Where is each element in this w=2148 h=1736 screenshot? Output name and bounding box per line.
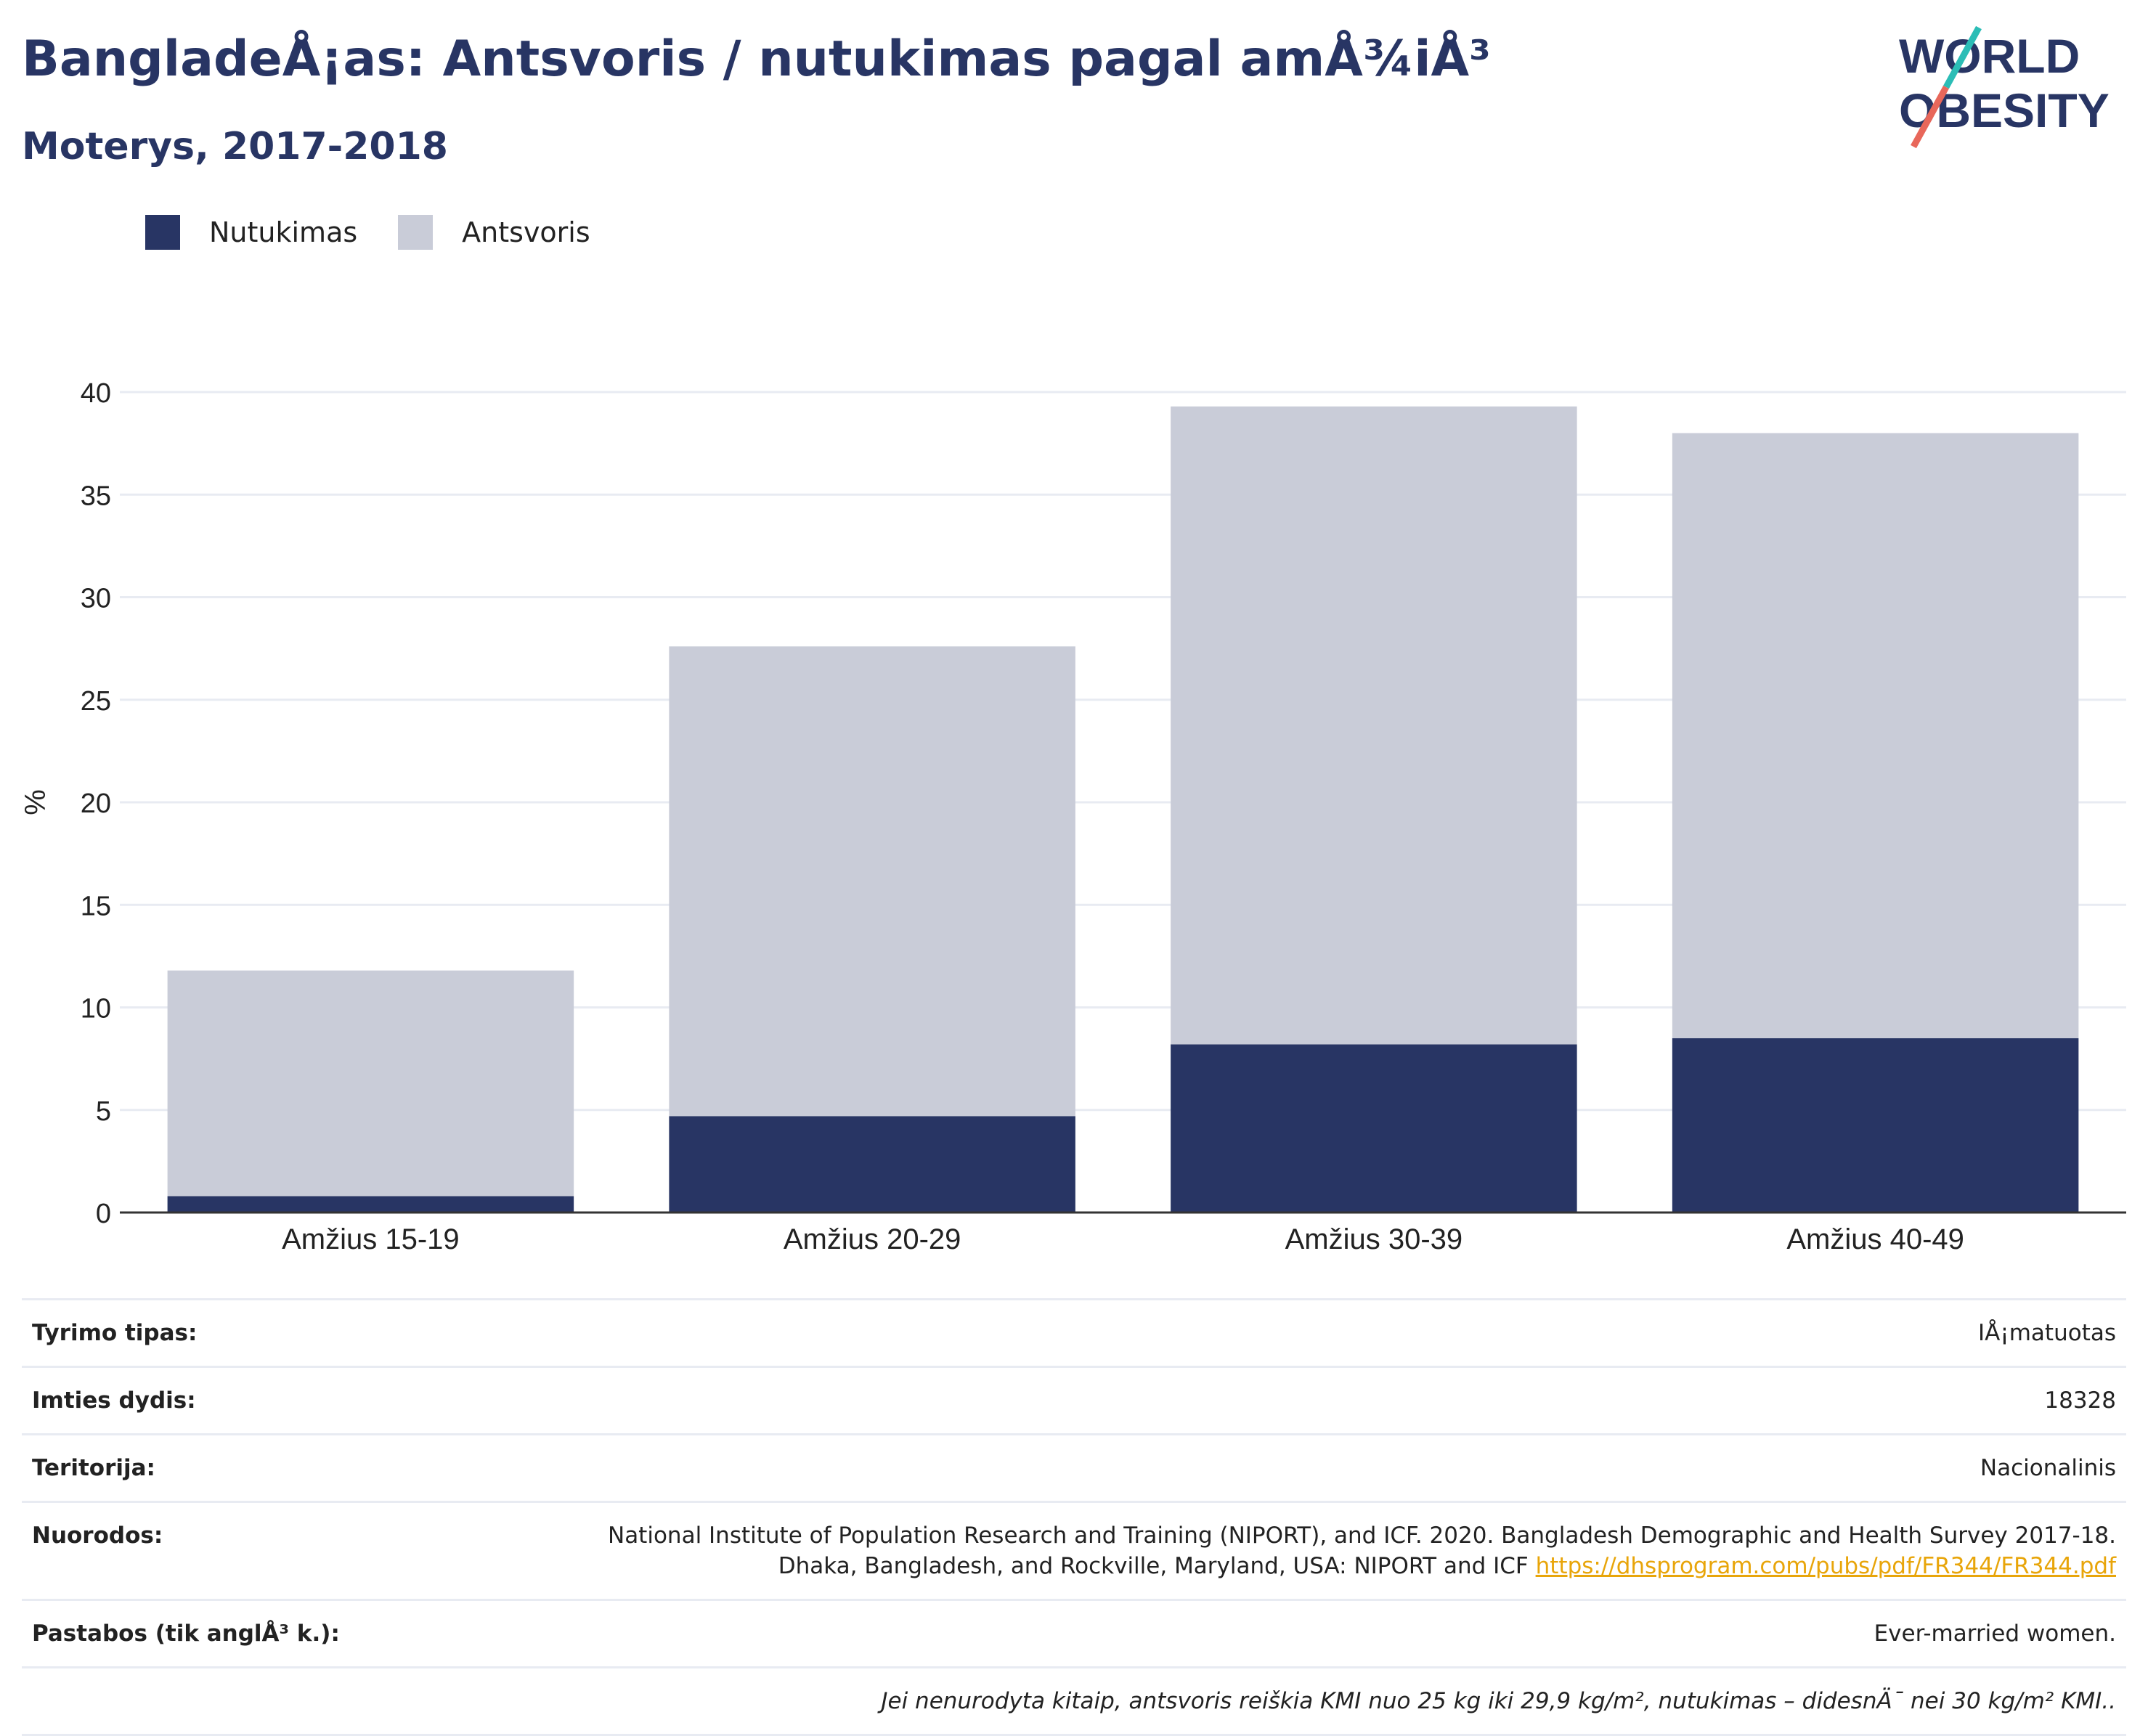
page-title: BangladeÅ¡as: Antsvoris / nutukimas paga… [22, 30, 1491, 88]
y-tick-label: 20 [81, 788, 111, 819]
meta-row-survey-type: Tyrimo tipas: IÅ¡matuotas [22, 1298, 2126, 1366]
legend-swatch-obesity [145, 215, 180, 250]
reference-link[interactable]: https://dhsprogram.com/pubs/pdf/FR344/FR… [1535, 1553, 2116, 1579]
meta-value: 18328 [2044, 1387, 2116, 1414]
y-tick-label: 10 [81, 994, 111, 1024]
meta-label: Pastabos (tik anglÅ³ k.): [32, 1621, 340, 1647]
meta-label: Teritorija: [32, 1455, 155, 1481]
x-tick-label: Amžius 20-29 [784, 1223, 961, 1255]
bars [167, 406, 2079, 1213]
reference-line-2: Dhaka, Bangladesh, and Rockville, Maryla… [778, 1553, 1529, 1579]
meta-value: IÅ¡matuotas [1977, 1320, 2116, 1346]
bar-chart: 0 5 10 15 20 25 30 35 40 Amžius 15-19 Amžius 20-2… [20, 378, 2126, 1255]
x-tick-label: Amžius 40-49 [1786, 1223, 1964, 1255]
logo-text-world: WORLD [1899, 29, 2080, 83]
bar-obesity [669, 1116, 1075, 1213]
bar-obesity [167, 1196, 574, 1213]
world-obesity-logo: WORLD OBESITY [1899, 25, 2110, 149]
legend-swatch-overweight [398, 215, 434, 250]
bar-overweight [1171, 406, 1577, 1045]
metadata-table: Tyrimo tipas: IÅ¡matuotas Imties dydis: … [22, 1298, 2126, 1736]
references-text: National Institute of Population Researc… [608, 1520, 2116, 1581]
chart-legend: Nutukimas Antsvoris [145, 215, 631, 250]
y-tick-label: 40 [81, 378, 111, 409]
meta-value: Nacionalinis [1980, 1455, 2116, 1481]
x-tick-label: Amžius 15-19 [282, 1223, 460, 1255]
y-tick-label: 30 [81, 584, 111, 614]
x-tick-label: Amžius 30-39 [1285, 1223, 1463, 1255]
page-subtitle: Moterys, 2017-2018 [22, 125, 448, 168]
y-tick-label: 15 [81, 891, 111, 921]
meta-row-references: Nuorodos: National Institute of Populati… [22, 1501, 2126, 1599]
y-tick-label: 25 [81, 686, 111, 717]
y-axis-ticks: 0 5 10 15 20 25 30 35 40 [81, 378, 111, 1229]
meta-row-notes: Pastabos (tik anglÅ³ k.): Ever-married w… [22, 1599, 2126, 1666]
meta-row-territory: Teritorija: Nacionalinis [22, 1433, 2126, 1501]
logo-slash-teal [1943, 25, 1982, 89]
bar-overweight [167, 970, 574, 1197]
bar-overweight [669, 646, 1075, 1117]
legend-label-overweight: Antsvoris [462, 216, 590, 248]
meta-value: Ever-married women. [1874, 1621, 2116, 1647]
y-tick-label: 0 [96, 1199, 111, 1229]
meta-row-sample-size: Imties dydis: 18328 [22, 1366, 2126, 1433]
footnote-text: Jei nenurodyta kitaip, antsvoris reiškia… [881, 1688, 2116, 1714]
bar-overweight [1672, 433, 2079, 1038]
meta-label: Nuorodos: [32, 1523, 163, 1549]
legend-item-overweight: Antsvoris [398, 215, 590, 250]
bar-obesity [1672, 1038, 2079, 1213]
legend-label-obesity: Nutukimas [209, 216, 358, 248]
logo-slash-red [1911, 85, 1949, 149]
x-axis-ticks: Amžius 15-19 Amžius 20-29 Amžius 30-39 Amži… [282, 1223, 1964, 1255]
y-tick-label: 5 [96, 1096, 111, 1127]
meta-label: Imties dydis: [32, 1387, 196, 1414]
reference-line-1: National Institute of Population Researc… [608, 1523, 2116, 1549]
legend-item-obesity: Nutukimas [145, 215, 357, 250]
bar-obesity [1171, 1044, 1577, 1213]
y-axis-label: % [20, 789, 52, 815]
meta-label: Tyrimo tipas: [32, 1320, 198, 1346]
y-tick-label: 35 [81, 481, 111, 511]
footnote: Jei nenurodyta kitaip, antsvoris reiškia… [22, 1666, 2126, 1736]
